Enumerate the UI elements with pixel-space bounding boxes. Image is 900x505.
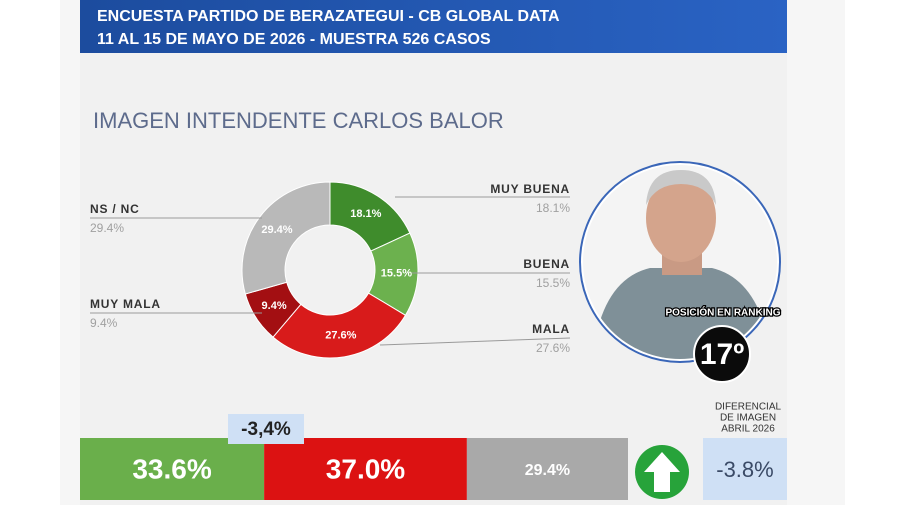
differential-label: ABRIL 2026 [721,424,775,435]
photo-face [646,174,716,262]
bar-segment [80,438,265,500]
bar-segment [466,438,628,500]
bar-label: 33.6% [132,453,211,484]
slice-label: 9.4% [262,300,287,312]
leader-line [379,337,571,346]
slice-label: 18.1% [350,208,381,220]
category-label: BUENA [523,257,570,271]
category-value: 18.1% [536,201,570,215]
trend-arrow [644,452,680,492]
donut-slice [241,181,331,295]
category-value: 29.4% [90,221,124,235]
category-value: 15.5% [536,276,570,290]
bar-label: 37.0% [326,453,405,484]
slice-label: 15.5% [381,267,412,279]
slice-label: 29.4% [261,224,292,236]
category-label: MALA [532,322,570,336]
category-value: 9.4% [90,316,118,330]
differential-value: -3.8% [716,457,773,482]
donut-slice [272,292,407,359]
differential-box [703,438,787,500]
slice-label: 27.6% [325,330,356,342]
bar-label: 29.4% [525,462,570,479]
ranking-label: POSICIÓN EN RANKING [665,306,780,319]
category-label: MUY MALA [90,297,161,311]
category-label: MUY BUENA [490,182,570,196]
header-bar [80,0,787,53]
ranking-position: 17º [700,338,744,371]
ranking-badge [693,325,751,383]
photo [579,161,781,363]
chart-title: IMAGEN INTENDENTE CARLOS BALOR [93,108,504,133]
difference-value: -3,4% [241,419,291,440]
bar-segment [264,438,467,500]
header-line: 11 AL 15 DE MAYO DE 2026 - MUESTRA 526 C… [97,31,491,48]
differential-label: DE IMAGEN [720,413,776,424]
category-value: 27.6% [536,341,570,355]
category-label: NS / NC [90,202,140,216]
difference-box [228,414,304,444]
header-line: ENCUESTA PARTIDO DE BERAZATEGUI - CB GLO… [97,8,560,25]
differential-label: DIFERENCIAL [715,402,782,413]
photo-hair [646,170,716,205]
